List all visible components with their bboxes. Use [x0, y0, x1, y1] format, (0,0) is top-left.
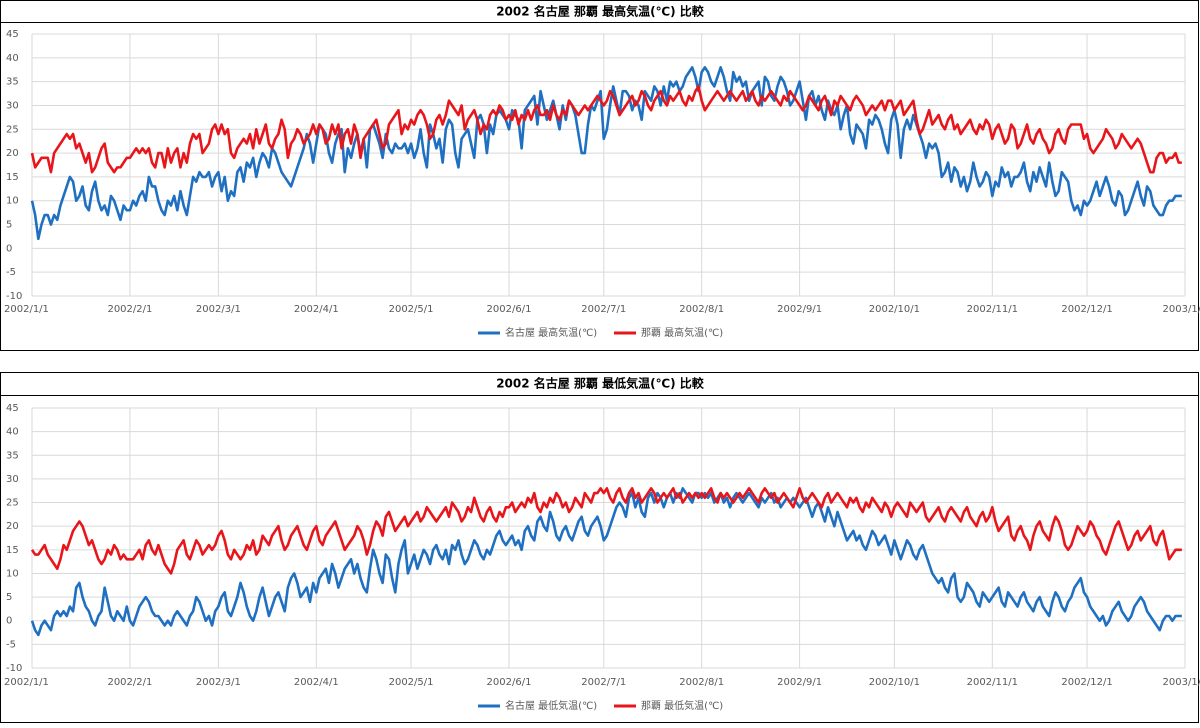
y-tick-label: 45	[6, 29, 19, 40]
y-tick-label: 30	[6, 474, 19, 485]
x-tick-label: 2002/4/1	[294, 677, 339, 688]
y-tick-label: 15	[6, 172, 19, 183]
y-tick-label: 10	[6, 568, 19, 579]
y-tick-label: -5	[6, 267, 16, 278]
x-tick-label: 2002/9/1	[777, 304, 822, 315]
y-tick-label: 20	[6, 148, 19, 159]
y-tick-label: 30	[6, 100, 19, 111]
legend-label: 名古屋 最高気温(℃)	[505, 326, 597, 339]
x-tick-label: 2002/7/1	[581, 677, 626, 688]
y-tick-label: 45	[6, 403, 19, 414]
y-tick-label: 0	[6, 243, 12, 254]
x-tick-label: 2002/6/1	[487, 677, 532, 688]
y-tick-label: 35	[6, 77, 19, 88]
y-tick-label: 15	[6, 545, 19, 556]
x-tick-label: 2002/10/1	[869, 677, 920, 688]
y-tick-label: 5	[6, 592, 12, 603]
data-line	[30, 66, 1182, 241]
x-tick-label: 2002/1/1	[4, 677, 49, 688]
y-tick-label: 0	[6, 616, 12, 627]
x-tick-label: 2003/1/1	[1163, 677, 1200, 688]
y-tick-label: 25	[6, 498, 19, 509]
x-tick-label: 2002/5/1	[389, 304, 434, 315]
data-line	[30, 487, 1182, 575]
x-tick-label: 2002/8/1	[679, 677, 724, 688]
x-tick-label: 2002/2/1	[107, 677, 152, 688]
chart-title: 2002 名古屋 那覇 最高気温(℃) 比較	[496, 4, 705, 19]
chart-title: 2002 名古屋 那覇 最低気温(℃) 比較	[496, 376, 705, 391]
x-tick-label: 2002/9/1	[777, 677, 822, 688]
x-tick-label: 2002/8/1	[679, 304, 724, 315]
x-tick-label: 2002/11/1	[967, 304, 1018, 315]
x-tick-label: 2002/11/1	[967, 677, 1018, 688]
y-tick-label: 35	[6, 450, 19, 461]
x-tick-label: 2002/10/1	[869, 304, 920, 315]
x-tick-label: 2002/4/1	[294, 304, 339, 315]
y-tick-label: 10	[6, 196, 19, 207]
y-tick-label: 40	[6, 53, 19, 64]
x-tick-label: 2002/3/1	[196, 304, 241, 315]
y-tick-label: 25	[6, 124, 19, 135]
x-tick-label: 2002/7/1	[581, 304, 626, 315]
x-tick-label: 2002/3/1	[196, 677, 241, 688]
y-tick-label: 5	[6, 220, 12, 231]
legend-label: 那覇 最低気温(℃)	[641, 699, 723, 712]
legend-label: 那覇 最高気温(℃)	[641, 326, 723, 339]
y-tick-label: 20	[6, 521, 19, 532]
y-tick-label: -5	[6, 639, 16, 650]
y-tick-label: -10	[6, 291, 22, 302]
y-tick-label: 40	[6, 427, 19, 438]
x-tick-label: 2002/1/1	[4, 304, 49, 315]
x-tick-label: 2002/2/1	[107, 304, 152, 315]
legend-label: 名古屋 最低気温(℃)	[505, 699, 597, 712]
x-tick-label: 2002/6/1	[487, 304, 532, 315]
x-tick-label: 2002/12/1	[1061, 677, 1112, 688]
x-tick-label: 2002/12/1	[1061, 304, 1112, 315]
y-tick-label: -10	[6, 663, 22, 674]
x-tick-label: 2002/5/1	[389, 677, 434, 688]
data-line	[30, 85, 1182, 174]
data-line	[30, 487, 1182, 637]
x-tick-label: 2003/1/1	[1163, 304, 1200, 315]
